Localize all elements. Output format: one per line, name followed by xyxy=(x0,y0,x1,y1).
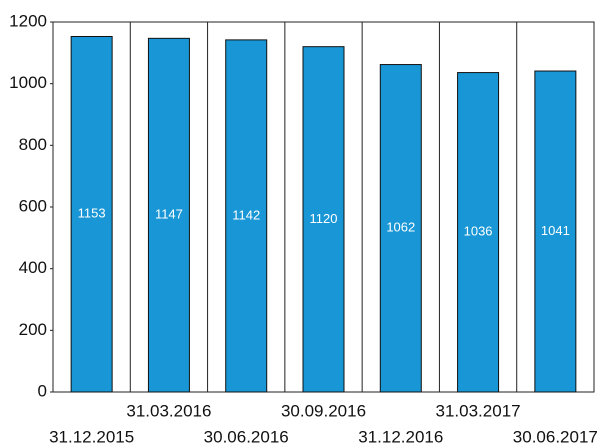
bar xyxy=(70,35,113,393)
data-label: 1041 xyxy=(541,223,570,238)
bar xyxy=(379,64,422,393)
x-tick-label: 31.12.2015 xyxy=(49,427,134,446)
bar xyxy=(225,39,268,393)
y-tick-label: 1200 xyxy=(9,11,47,30)
x-tick-label: 31.03.2016 xyxy=(126,401,211,420)
bar xyxy=(534,70,577,393)
y-tick-label: 200 xyxy=(19,320,47,339)
y-tick-label: 400 xyxy=(19,258,47,277)
y-tick-label: 600 xyxy=(19,196,47,215)
data-label: 1062 xyxy=(386,220,415,235)
data-label: 1153 xyxy=(78,206,106,221)
y-tick-label: 800 xyxy=(19,135,47,154)
data-label: 1142 xyxy=(232,207,260,222)
x-tick-label: 30.09.2016 xyxy=(281,401,366,420)
y-tick-label: 0 xyxy=(38,381,47,400)
x-tick-label: 31.12.2016 xyxy=(358,427,443,446)
data-label: 1036 xyxy=(464,224,493,239)
data-label: 1147 xyxy=(155,207,183,222)
data-label: 1120 xyxy=(310,211,338,226)
bar xyxy=(302,46,345,393)
y-tick-label: 1000 xyxy=(9,73,47,92)
x-tick-label: 30.06.2017 xyxy=(513,427,598,446)
bar xyxy=(457,72,500,393)
bar xyxy=(147,37,190,393)
x-tick-label: 31.03.2017 xyxy=(436,401,521,420)
x-tick-label: 30.06.2016 xyxy=(204,427,289,446)
